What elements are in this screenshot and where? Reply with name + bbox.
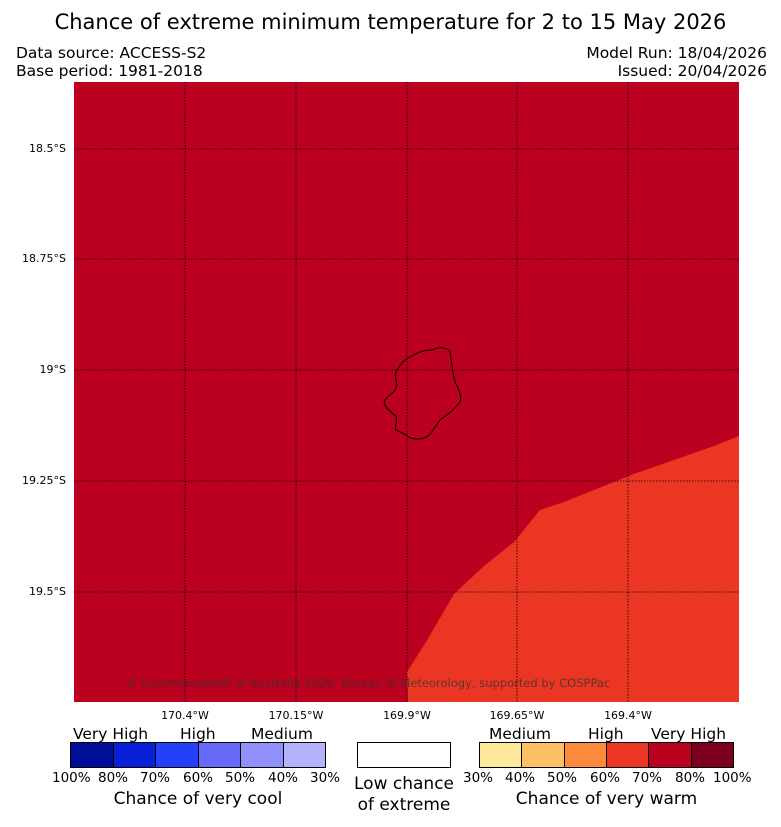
legend-swatch: [283, 743, 325, 767]
legend-cool-heading: High: [180, 725, 216, 743]
x-tick-label: 170.15°W: [268, 709, 324, 722]
legend-swatch: [606, 743, 650, 767]
legend-warm-pct: 70%: [632, 770, 663, 786]
legend-warm-pct: 50%: [547, 770, 578, 786]
legend-swatch: [241, 743, 284, 767]
legend-cool-pct: 40%: [268, 770, 299, 786]
legend-swatch: [198, 743, 241, 767]
legend-cool-heading: Medium: [251, 725, 313, 743]
legend-cool-heading: Very High: [73, 725, 149, 743]
legend-warm-pct: 100%: [713, 770, 752, 786]
legend-swatch: [113, 743, 156, 767]
legend-cool-pct: 30%: [310, 770, 341, 786]
legend-cool-pct: 60%: [183, 770, 214, 786]
legend-neutral-swatch: [357, 742, 451, 768]
model-run: Model Run: 18/04/2026: [586, 44, 767, 62]
legend-warm-pct: 60%: [590, 770, 621, 786]
legend-warm-heading: Medium: [489, 725, 551, 743]
x-tick-label: 169.4°W: [604, 709, 652, 722]
legend-swatch: [480, 743, 523, 767]
map-panel[interactable]: [74, 82, 739, 702]
grid-lines: [74, 82, 739, 702]
legend-warm-caption: Chance of very warm: [515, 789, 698, 809]
legend-warm-colorbar: [479, 742, 734, 768]
legend-cool-colorbar: [70, 742, 326, 768]
legend-warm-pct: 80%: [675, 770, 706, 786]
legend-warm-pct: 30%: [463, 770, 494, 786]
probability-region-high: [407, 436, 739, 702]
legend-cool-pct: 50%: [225, 770, 256, 786]
x-tick-label: 169.9°W: [383, 709, 431, 722]
y-tick-label: 18.5°S: [29, 142, 66, 155]
y-tick-label: 19.5°S: [29, 585, 66, 598]
legend-cool-pct: 100%: [52, 770, 91, 786]
legend-cool-caption: Chance of very cool: [113, 789, 283, 809]
legend-swatch: [522, 743, 565, 767]
x-tick-label: 170.4°W: [161, 709, 209, 722]
legend-swatch: [71, 743, 114, 767]
niue-island-outline: [383, 347, 462, 440]
issued-date: Issued: 20/04/2026: [617, 62, 767, 80]
legend-swatch: [649, 743, 692, 767]
legend-swatch: [691, 743, 733, 767]
y-tick-label: 19.25°S: [22, 474, 66, 487]
x-tick-label: 169.65°W: [489, 709, 545, 722]
base-period: Base period: 1981-2018: [16, 62, 203, 80]
legend-warm-pct: 40%: [505, 770, 536, 786]
data-source: Data source: ACCESS-S2: [16, 44, 207, 62]
legend-cool-pct: 80%: [98, 770, 129, 786]
copyright-notice: © Commonwealth of Australia 2026, Bureau…: [126, 676, 611, 690]
legend-neutral-caption-2: of extreme: [357, 795, 451, 815]
legend-neutral-caption-1: Low chance: [354, 774, 454, 794]
map-title: Chance of extreme minimum temperature fo…: [54, 10, 727, 34]
legend-cool-pct: 70%: [140, 770, 171, 786]
legend-swatch: [564, 743, 607, 767]
y-tick-label: 18.75°S: [22, 252, 66, 265]
legend-swatch: [156, 743, 199, 767]
y-tick-label: 19°S: [39, 363, 66, 376]
legend-warm-heading: High: [588, 725, 624, 743]
legend-warm-heading: Very High: [651, 725, 727, 743]
